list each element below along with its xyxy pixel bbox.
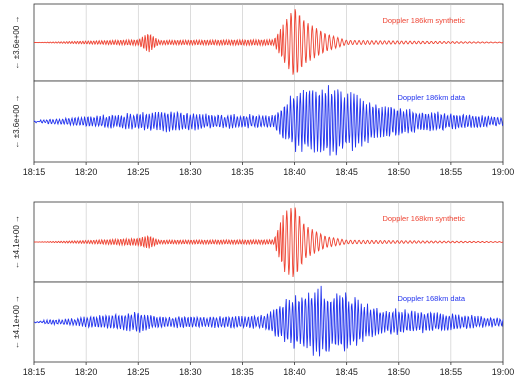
x-tick-label: 18:20 [75, 167, 98, 177]
waveform-3 [33, 207, 504, 277]
series-label-2: Doppler 186km data [397, 93, 465, 102]
x-tick-label: 18:25 [127, 167, 150, 177]
x-tick-label: 18:15 [23, 367, 46, 377]
series-label-1: Doppler 186km synthetic [382, 16, 465, 25]
y-axis-label-4: ← ±4.1e+00 → [12, 295, 21, 349]
x-tick-label: 18:55 [440, 367, 463, 377]
waveform-1 [33, 9, 504, 75]
y-axis-label-3: ← ±4.1e+00 → [12, 215, 21, 269]
x-tick-label: 18:30 [179, 167, 202, 177]
waveform-4 [33, 285, 504, 357]
panel-3: Doppler 168km synthetic ← ±4.1e+00 → [12, 201, 504, 283]
x-tick-label: 18:25 [127, 367, 150, 377]
x-tick-label: 18:35 [231, 367, 254, 377]
x-axis-group-1: 18:15 18:20 18:25 18:30 18:35 18:40 18:45 18:50… [23, 162, 515, 177]
x-tick-label: 18:50 [388, 367, 411, 377]
series-label-3: Doppler 168km synthetic [382, 214, 465, 223]
waveform-2 [33, 85, 504, 156]
x-tick-label: 19:00 [492, 167, 515, 177]
x-tick-label: 18:30 [179, 367, 202, 377]
x-axis-group-2: 18:15 18:20 18:25 18:30 18:35 18:40 18:45 18:50… [23, 362, 515, 377]
x-tick-label: 18:55 [440, 167, 463, 177]
x-tick-label: 18:20 [75, 367, 98, 377]
panel-2: Doppler 186km data ← ±3.6e+00 → [12, 80, 504, 163]
x-tick-label: 18:45 [335, 167, 358, 177]
x-tick-label: 19:00 [492, 367, 515, 377]
y-axis-label-1: ← ±3.6e+00 → [12, 16, 21, 70]
x-tick-label: 18:45 [335, 367, 358, 377]
panel-4: Doppler 168km data ← ±4.1e+00 → [12, 281, 504, 363]
x-tick-label: 18:35 [231, 167, 254, 177]
series-label-4: Doppler 168km data [397, 294, 465, 303]
y-axis-label-2: ← ±3.6e+00 → [12, 95, 21, 149]
x-tick-label: 18:40 [283, 167, 306, 177]
x-tick-label: 18:15 [23, 167, 46, 177]
x-tick-label: 18:40 [283, 367, 306, 377]
x-tick-label: 18:50 [388, 167, 411, 177]
panel-1: Doppler 186km synthetic ← ±3.6e+00 → [12, 3, 504, 82]
